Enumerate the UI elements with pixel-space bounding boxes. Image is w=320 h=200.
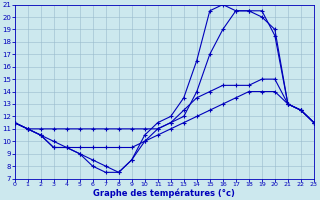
X-axis label: Graphe des températures (°c): Graphe des températures (°c) <box>93 188 235 198</box>
